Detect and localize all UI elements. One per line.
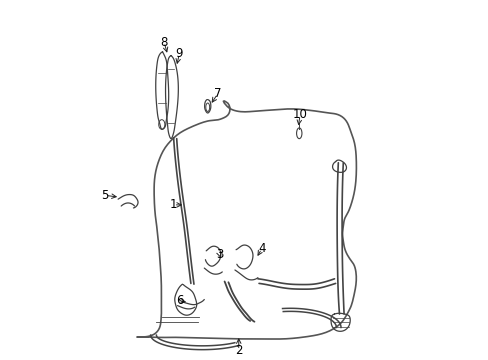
Text: 3: 3 — [216, 248, 223, 261]
Text: 9: 9 — [175, 47, 183, 60]
Text: 7: 7 — [214, 87, 221, 100]
Text: 5: 5 — [101, 189, 108, 202]
Text: 10: 10 — [292, 108, 307, 121]
Text: 6: 6 — [175, 294, 183, 307]
Text: 8: 8 — [160, 36, 167, 49]
Text: 4: 4 — [258, 242, 265, 256]
Text: 2: 2 — [235, 344, 242, 357]
Text: 1: 1 — [169, 198, 177, 211]
